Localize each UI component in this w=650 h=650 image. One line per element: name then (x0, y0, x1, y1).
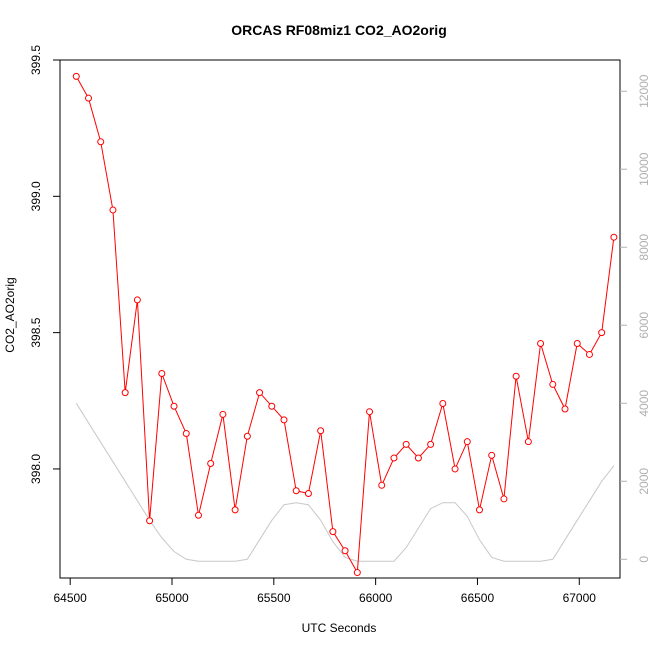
y-tick-label: 398.0 (29, 454, 43, 484)
data-point (231, 506, 239, 514)
data-point (109, 206, 117, 214)
data-point (121, 389, 129, 397)
y2-tick-label: 12000 (637, 74, 650, 108)
y-tick-label: 398.5 (29, 317, 43, 347)
data-point (268, 402, 276, 410)
data-point (475, 506, 483, 514)
data-point (512, 372, 520, 380)
plot-frame (59, 59, 621, 579)
data-point (524, 438, 532, 446)
data-point (182, 430, 190, 438)
x-tick-label: 66500 (461, 591, 495, 605)
data-point (573, 340, 581, 348)
primary-series-line (75, 76, 615, 575)
x-axis-label: UTC Seconds (302, 621, 377, 635)
data-point (500, 495, 508, 503)
chart-title: ORCAS RF08miz1 CO2_AO2orig (231, 22, 447, 38)
y-tick-label: 399.5 (29, 45, 43, 75)
data-point (317, 427, 325, 435)
data-point (256, 389, 264, 397)
x-tick-label: 65000 (155, 591, 189, 605)
data-point (72, 72, 80, 80)
data-point (194, 511, 202, 519)
data-point (85, 94, 93, 102)
data-point (439, 400, 447, 408)
data-point (329, 528, 337, 536)
secondary-series-line (75, 403, 615, 562)
data-point (158, 370, 166, 378)
data-point (414, 454, 422, 462)
data-point (280, 416, 288, 424)
data-point (427, 440, 435, 448)
data-point (610, 233, 618, 241)
y2-tick-label: 2000 (637, 468, 650, 495)
data-point (390, 454, 398, 462)
data-point (304, 489, 312, 497)
data-point (219, 410, 227, 418)
y2-tick-label: 10000 (637, 152, 650, 186)
data-point (598, 329, 606, 337)
data-point (243, 432, 251, 440)
data-point (561, 405, 569, 413)
x-tick-label: 66000 (359, 591, 393, 605)
data-point (549, 380, 557, 388)
y2-tick-label: 6000 (637, 312, 650, 339)
data-point (292, 487, 300, 495)
plot-area: 64500 65000 65500 66000 66500 67000 398.0 398.5… (29, 45, 650, 605)
y-axis-label: CO2_AO2orig (3, 277, 17, 352)
x-tick-label: 64500 (53, 591, 87, 605)
data-point (402, 440, 410, 448)
y2-tick-label: 4000 (637, 390, 650, 417)
data-point (378, 481, 386, 489)
y2-tick-label: 0 (637, 556, 650, 563)
data-point (585, 350, 593, 358)
data-point (170, 402, 178, 410)
data-point (146, 517, 154, 525)
y2-tick-label: 8000 (637, 234, 650, 261)
y-tick-label: 399.0 (29, 181, 43, 211)
data-point (207, 459, 215, 467)
data-point (97, 138, 105, 146)
data-point (133, 296, 141, 304)
data-point (353, 569, 361, 577)
data-point (463, 438, 471, 446)
data-point (537, 340, 545, 348)
data-point (341, 547, 349, 555)
data-point (488, 451, 496, 459)
x-tick-label: 65500 (257, 591, 291, 605)
x-tick-label: 67000 (563, 591, 597, 605)
data-point (451, 465, 459, 473)
data-point (366, 408, 374, 416)
